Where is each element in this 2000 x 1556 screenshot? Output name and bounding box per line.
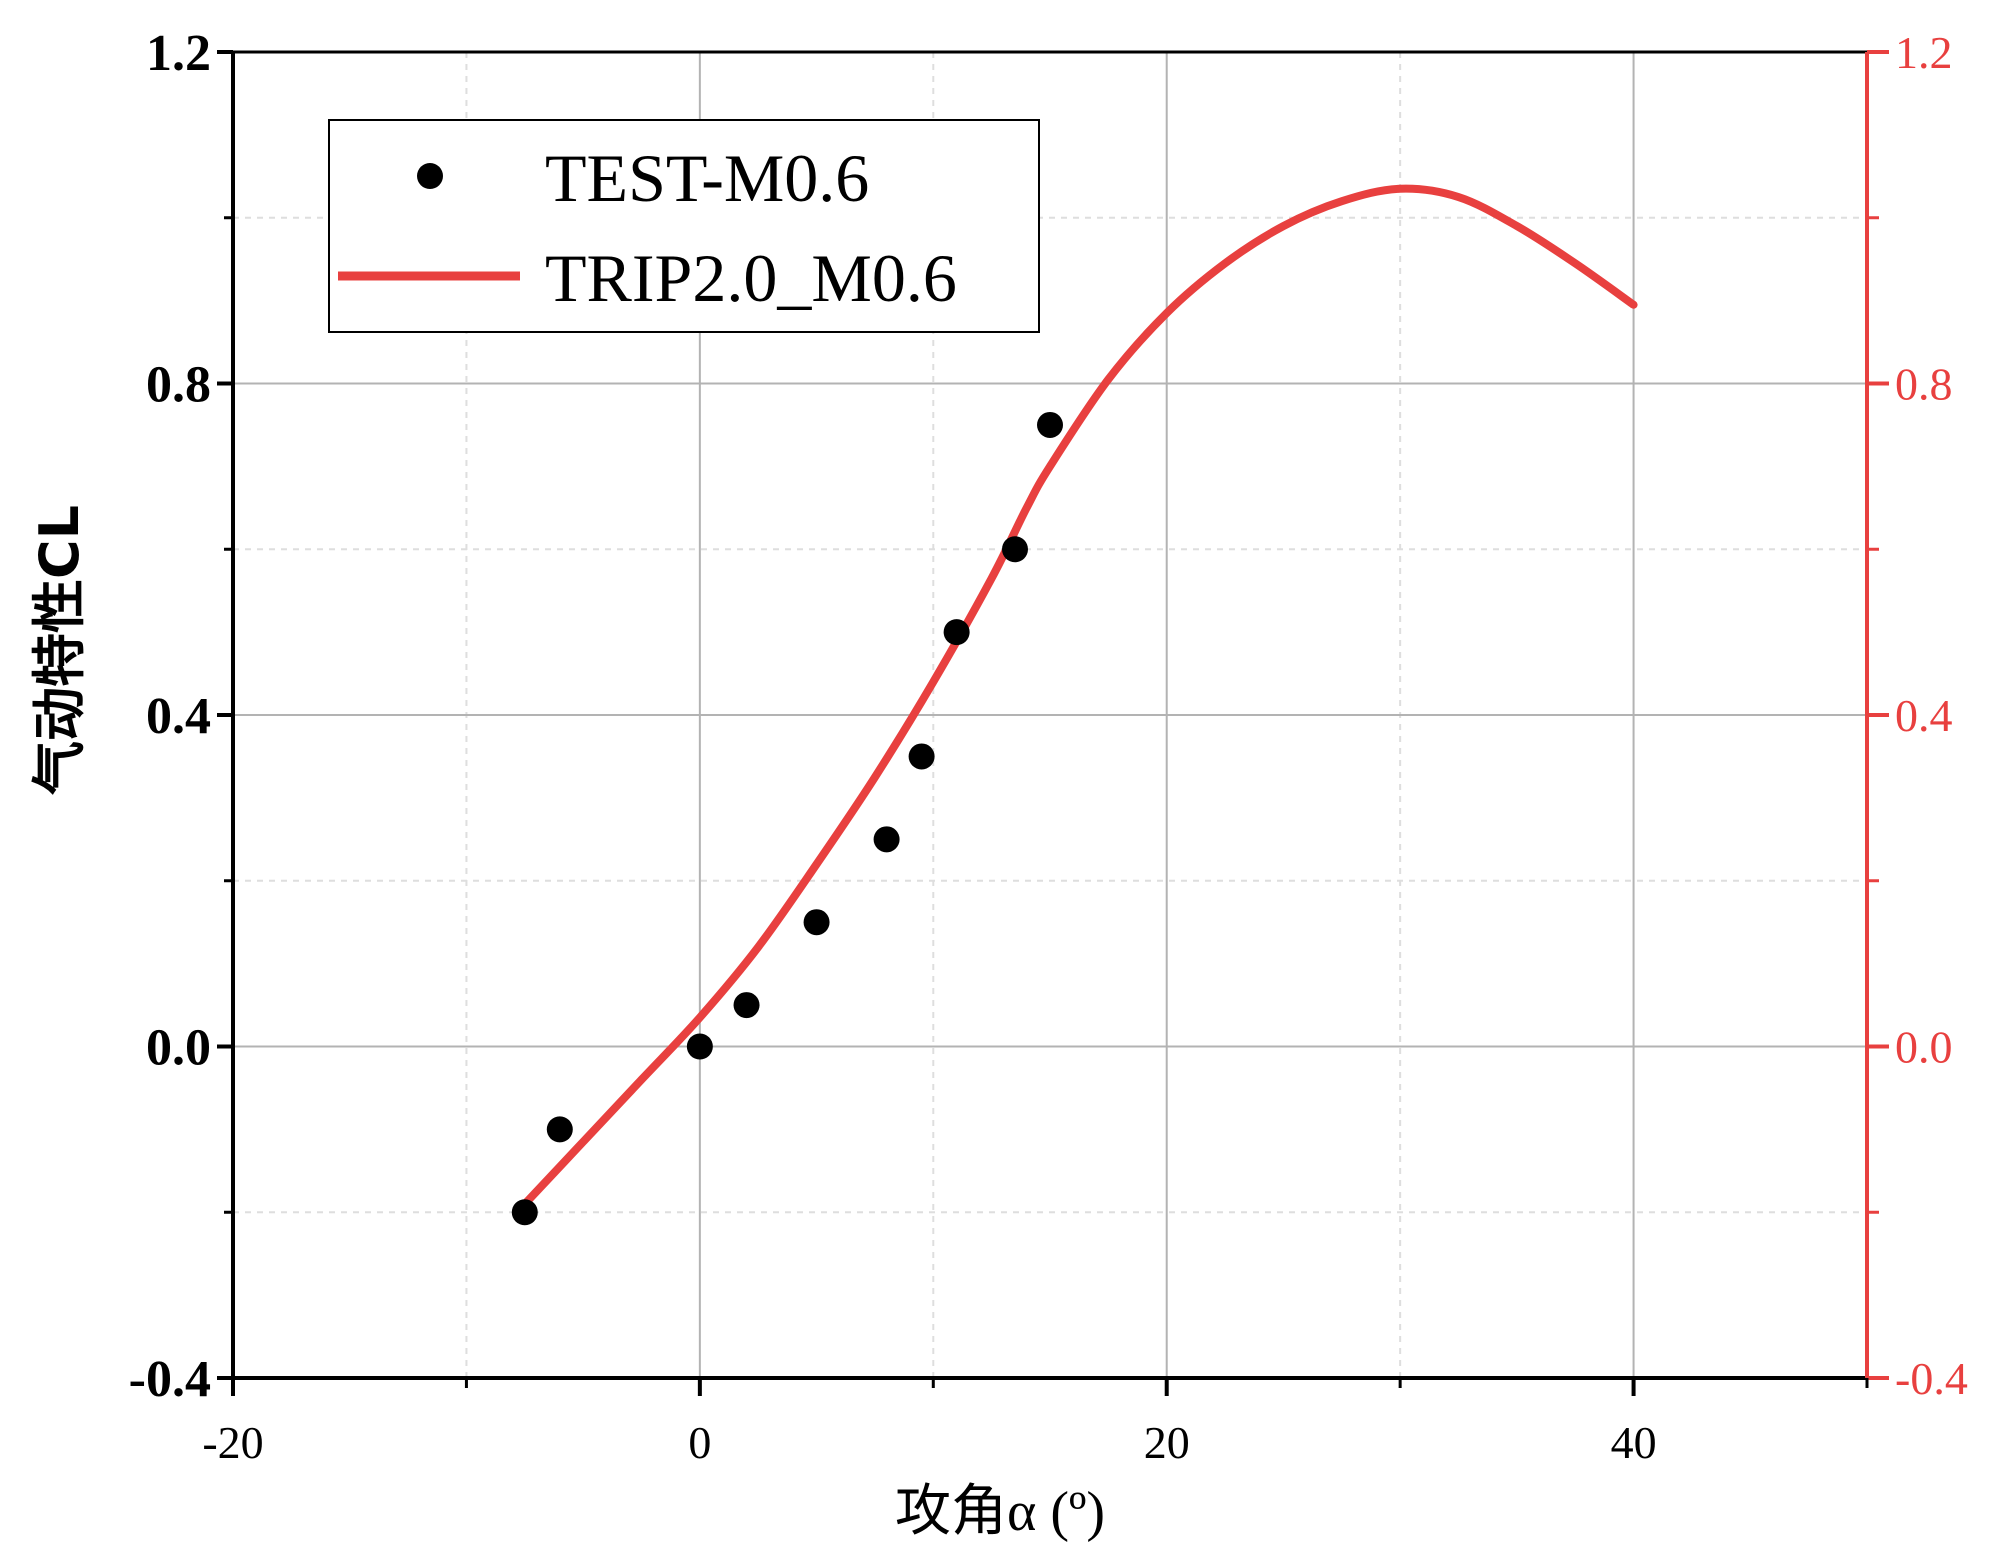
data-point-test <box>733 992 760 1019</box>
legend-label-trip: TRIP2.0_M0.6 <box>545 240 957 316</box>
legend-box <box>328 119 1040 333</box>
y-tick-label-right: 0.0 <box>1895 1022 1953 1073</box>
data-point-test <box>943 619 970 646</box>
series-points-layer <box>511 411 1063 1226</box>
data-point-test <box>686 1033 713 1060</box>
y-tick-label-left: 1.2 <box>146 25 211 82</box>
data-point-test <box>1037 411 1063 438</box>
data-point-test <box>511 1199 538 1226</box>
series-line-layer <box>520 184 1638 1208</box>
y-axis-label: 气动特性CL <box>28 505 91 795</box>
data-point-test <box>803 909 830 936</box>
data-point-test <box>546 1116 573 1143</box>
y-tick-label-right: -0.4 <box>1895 1353 1968 1404</box>
y-tick-label-right: 1.2 <box>1895 27 1953 78</box>
y-tick-label-left: 0.4 <box>146 688 211 745</box>
data-point-test <box>1001 536 1028 563</box>
ticks: -0.4 0.0 0.4 0.8 1.2 -0.4 0.0 0.4 0.8 1.2 -20 0 20 40 <box>129 25 1968 1468</box>
y-tick-label-left: -0.4 <box>129 1351 211 1408</box>
data-point-test <box>873 826 900 853</box>
x-axis-label: 攻角α (º) <box>895 1481 1105 1543</box>
y-tick-label-right: 0.4 <box>1895 690 1953 741</box>
y-tick-label-left: 0.0 <box>146 1020 211 1077</box>
x-tick-label: -20 <box>202 1417 263 1468</box>
x-tick-label: 0 <box>688 1417 711 1468</box>
x-tick-label: 20 <box>1144 1417 1190 1468</box>
y-tick-label-right: 0.8 <box>1895 359 1953 410</box>
legend: TEST-M0.6 TRIP2.0_M0.6 <box>328 119 1040 333</box>
data-point-test <box>908 743 935 770</box>
series-line-trip2 <box>520 184 1638 1208</box>
legend-label-test: TEST-M0.6 <box>545 140 869 216</box>
legend-marker-test <box>417 163 443 189</box>
y-tick-label-left: 0.8 <box>146 357 211 414</box>
x-tick-label: 40 <box>1611 1417 1657 1468</box>
